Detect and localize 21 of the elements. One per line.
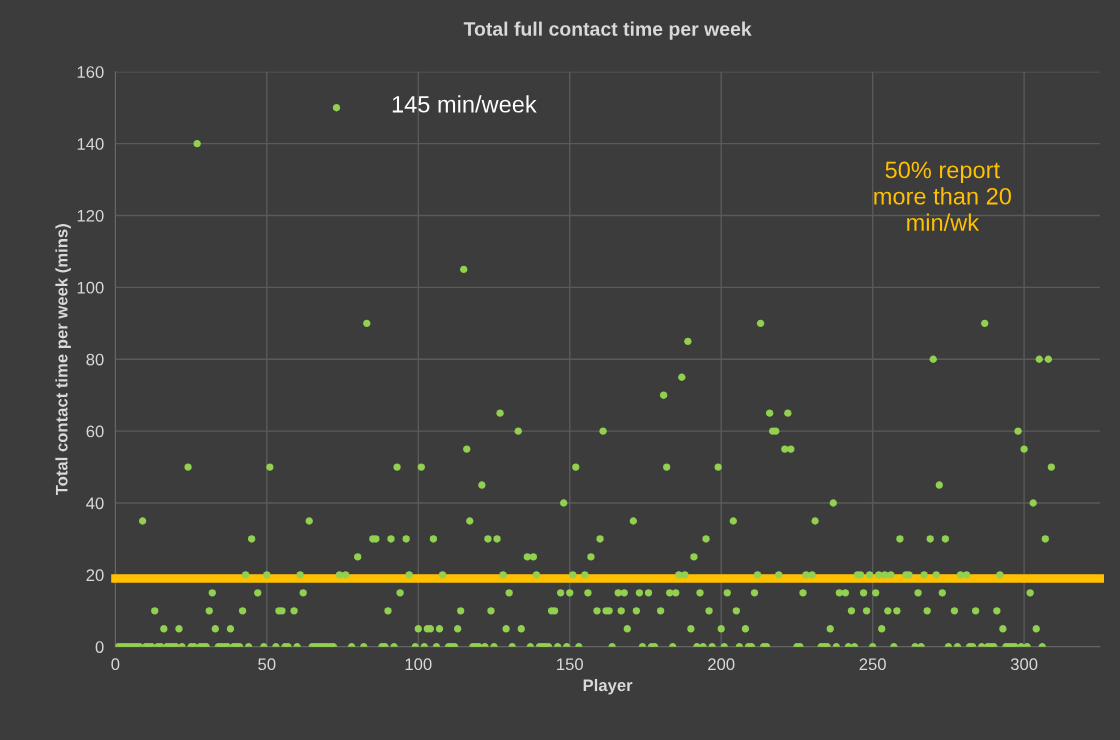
annotation: 145 min/week xyxy=(392,95,537,113)
x-tick-label: 300 xyxy=(1010,658,1038,671)
x-tick-label: 200 xyxy=(708,658,735,671)
x-tick-label: 100 xyxy=(405,658,432,671)
y-tick-label: 80 xyxy=(86,353,104,366)
x-tick-label: 0 xyxy=(111,658,120,671)
x-tick-label: 150 xyxy=(557,658,583,671)
y-tick-label: 140 xyxy=(77,138,104,150)
y-tick-label: 40 xyxy=(86,497,104,510)
y-tick-label: 100 xyxy=(77,281,104,294)
ref-line-label: 50% report more than 20 min/wk xyxy=(874,161,1011,231)
x-tick-label: 250 xyxy=(859,658,886,671)
y-tick-label: 60 xyxy=(86,425,104,438)
y-tick-label: 120 xyxy=(77,209,104,222)
y-axis-title: Total contact time per week (mins) xyxy=(55,224,71,496)
y-tick-label: 160 xyxy=(77,66,104,78)
chart-title: Total full contact time per week xyxy=(463,21,752,40)
y-tick-label: 0 xyxy=(95,641,104,653)
x-tick-label: 50 xyxy=(258,658,276,671)
y-tick-label: 20 xyxy=(86,569,104,582)
x-axis-title: Player xyxy=(583,678,633,695)
